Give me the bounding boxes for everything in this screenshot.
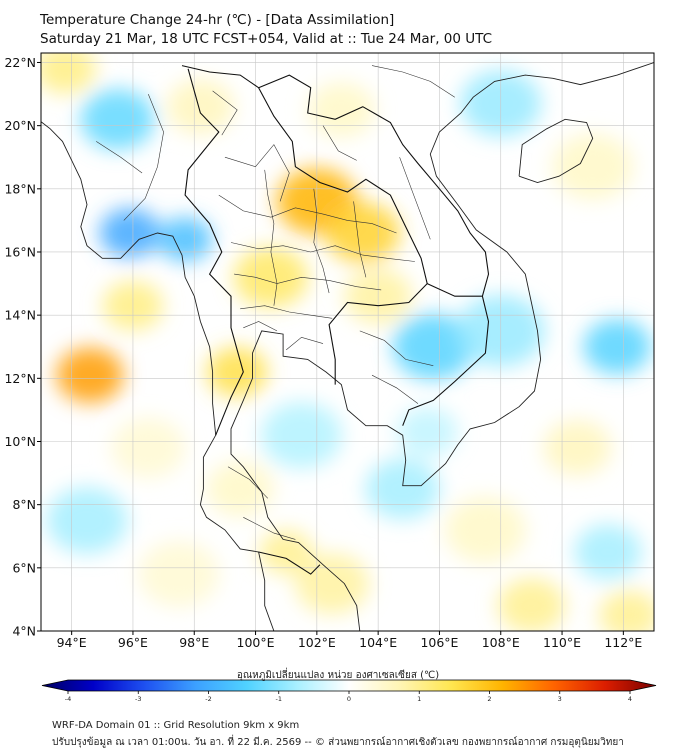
- province-boundary: [123, 93, 164, 221]
- lat-label: 4°N: [12, 624, 36, 639]
- colorbar-title: อุณหภูมิเปลี่ยนแปลง หน่วย องศาเซลเซียส (…: [236, 670, 440, 681]
- temperature-field: [41, 53, 654, 631]
- footer-model-info: WRF-DA Domain 01 :: Grid Resolution 9km …: [52, 720, 300, 731]
- country-border: [258, 551, 321, 575]
- temperature-anomaly-15: [583, 319, 651, 375]
- province-boundary: [96, 141, 143, 174]
- province-boundary: [313, 188, 330, 294]
- province-boundary: [371, 65, 455, 98]
- lon-label: 94°E: [57, 635, 87, 650]
- colorbar-tick-label: -3: [135, 695, 141, 703]
- lon-label: 98°E: [179, 635, 209, 650]
- province-boundary: [264, 169, 278, 306]
- temperature-anomaly-3: [41, 53, 96, 94]
- temperature-anomaly-19: [261, 402, 342, 469]
- temperature-anomaly-22: [138, 541, 220, 608]
- temperature-anomaly-23: [295, 553, 370, 614]
- lat-label: 14°N: [4, 308, 36, 323]
- country-border: [258, 74, 490, 297]
- temperature-change-map: 22°N 20°N 18°N 16°N 14°N 12°N 10°N 8°N 6°N 4°N 94°…: [4, 52, 657, 703]
- lat-label: 20°N: [4, 118, 36, 133]
- temperature-anomaly-9: [325, 202, 400, 264]
- province-boundary: [212, 90, 238, 136]
- country-border: [181, 65, 428, 385]
- lon-label: 112°E: [604, 635, 642, 650]
- temperature-anomaly-18: [307, 82, 376, 138]
- lon-label: 104°E: [359, 635, 397, 650]
- lat-label: 6°N: [12, 560, 36, 575]
- province-boundary: [371, 374, 419, 404]
- temperature-anomaly-30: [111, 417, 186, 479]
- map-frame: [40, 52, 655, 632]
- province-boundary: [353, 201, 367, 278]
- province-boundary: [286, 336, 324, 351]
- colorbar-tick-label: -1: [276, 695, 282, 703]
- temperature-anomaly-4: [80, 89, 155, 150]
- temperature-anomaly-26: [543, 420, 612, 476]
- lon-label: 96°E: [118, 635, 148, 650]
- temperature-anomaly-25: [444, 496, 526, 563]
- grid-lines: [41, 53, 654, 631]
- map-title: Temperature Change 24-hr (℃) - [Data Ass…: [40, 12, 395, 28]
- province-boundary: [243, 321, 278, 332]
- temperature-anomaly-31: [396, 407, 458, 457]
- temperature-anomaly-24: [365, 458, 440, 520]
- province-boundary: [230, 242, 415, 262]
- temperature-anomaly-28: [574, 524, 642, 580]
- temperature-anomaly-29: [599, 590, 654, 631]
- province-boundary: [243, 517, 296, 540]
- map-subtitle: Saturday 21 Mar, 18 UTC FCST+054, Valid …: [40, 31, 493, 47]
- temperature-anomaly-13: [392, 313, 474, 380]
- temperature-anomaly-21: [46, 487, 128, 554]
- temperature-anomaly-32: [259, 529, 314, 575]
- province-boundary: [240, 305, 333, 319]
- lat-label: 16°N: [4, 244, 36, 259]
- colorbar-tick-label: 4: [628, 695, 632, 703]
- lon-label: 110°E: [543, 635, 581, 650]
- coastline: [41, 121, 275, 631]
- lon-label: 102°E: [298, 635, 336, 650]
- lat-label: 12°N: [4, 371, 36, 386]
- province-boundary: [399, 157, 431, 240]
- temperature-anomaly-17: [552, 133, 634, 200]
- geographic-boundaries: [41, 62, 654, 631]
- country-border: [184, 68, 244, 436]
- lat-label: 8°N: [12, 497, 36, 512]
- province-boundary: [218, 194, 397, 234]
- province-boundary: [224, 144, 290, 202]
- lat-label: 10°N: [4, 434, 36, 449]
- temperature-anomaly-6: [158, 217, 213, 262]
- lon-label: 100°E: [237, 635, 275, 650]
- colorbar-tick-label: 0: [347, 695, 351, 703]
- province-boundary: [322, 125, 357, 161]
- colorbar-tick-label: 3: [558, 695, 562, 703]
- province-boundary: [359, 330, 434, 366]
- coastline: [230, 62, 654, 631]
- temperature-anomaly-20: [206, 461, 274, 517]
- lon-label: 108°E: [482, 635, 520, 650]
- temperature-anomaly-27: [497, 578, 566, 631]
- lat-label: 18°N: [4, 181, 36, 196]
- coastline: [518, 118, 594, 183]
- map-axes: 22°N 20°N 18°N 16°N 14°N 12°N 10°N 8°N 6°N 4°N 94°…: [4, 55, 642, 650]
- country-border: [402, 283, 490, 426]
- lon-label: 106°E: [420, 635, 458, 650]
- temperature-anomaly-5: [99, 208, 161, 258]
- temperature-anomaly-1: [56, 347, 124, 403]
- colorbar-tick-label: 2: [487, 695, 491, 703]
- colorbar-tick-label: -4: [65, 695, 71, 703]
- temperature-anomaly-10: [233, 246, 308, 308]
- province-boundary: [234, 273, 382, 291]
- colorbar-tick-label: -2: [205, 695, 211, 703]
- footer-update-info: ปรับปรุงข้อมูล ณ เวลา 01:00น. วัน อา. ที…: [52, 737, 624, 748]
- lat-label: 22°N: [4, 55, 36, 70]
- colorbar-tick-label: 1: [417, 695, 421, 703]
- temperature-anomaly-11: [206, 347, 268, 397]
- temperature-anomaly-7: [166, 79, 235, 135]
- colorbar: -4 -3 -2 -1 0 1 2 3 4: [41, 679, 657, 703]
